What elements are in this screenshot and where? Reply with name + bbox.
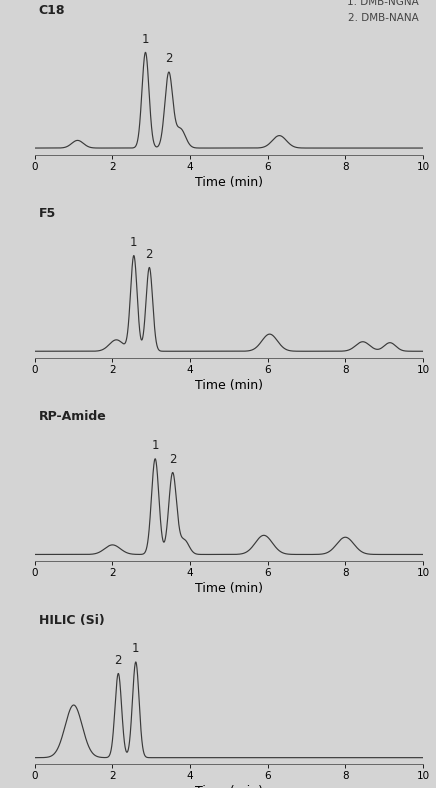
- Text: F5: F5: [39, 207, 56, 221]
- Text: 1. DMB-NGNA
2. DMB-NANA: 1. DMB-NGNA 2. DMB-NANA: [347, 0, 419, 23]
- Text: 2: 2: [169, 453, 177, 466]
- X-axis label: Time (min): Time (min): [195, 176, 263, 189]
- Text: 1: 1: [132, 642, 140, 656]
- Text: 1: 1: [142, 32, 149, 46]
- Text: 2: 2: [165, 52, 173, 65]
- Text: RP-Amide: RP-Amide: [39, 411, 106, 423]
- X-axis label: Time (min): Time (min): [195, 786, 263, 788]
- Text: 2: 2: [146, 247, 153, 261]
- Text: 2: 2: [115, 654, 122, 667]
- Text: HILIC (Si): HILIC (Si): [39, 614, 105, 626]
- X-axis label: Time (min): Time (min): [195, 379, 263, 392]
- Text: 1: 1: [151, 439, 159, 452]
- X-axis label: Time (min): Time (min): [195, 582, 263, 595]
- Text: 1: 1: [130, 236, 138, 249]
- Text: C18: C18: [39, 4, 65, 17]
